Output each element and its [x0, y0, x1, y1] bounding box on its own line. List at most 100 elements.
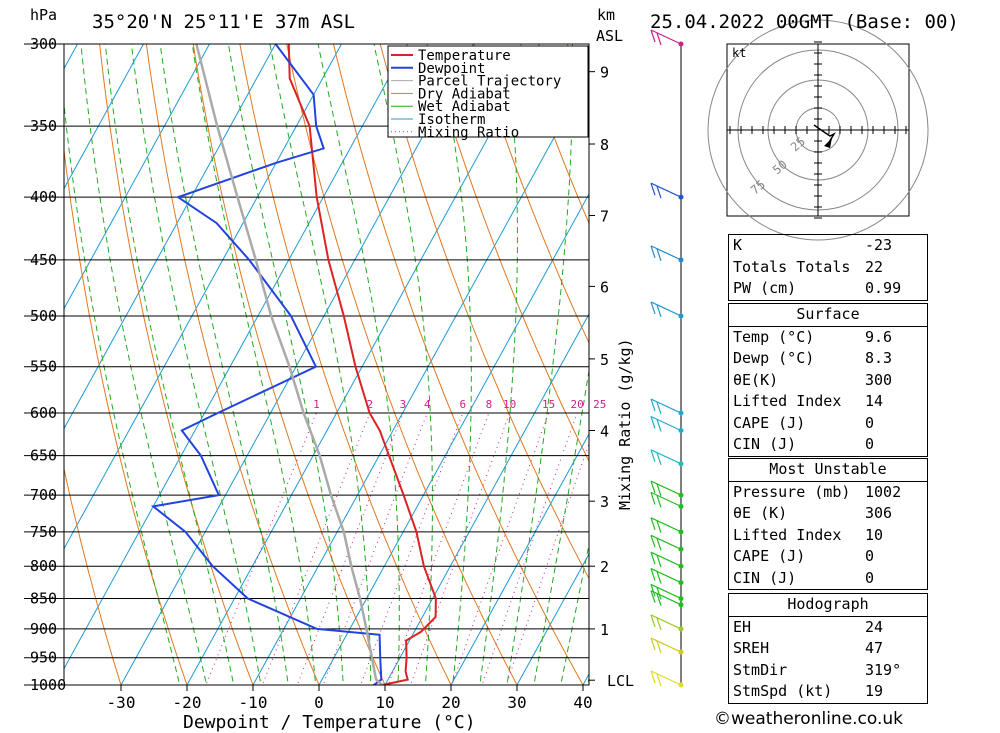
wet-adiabat-line — [373, 44, 433, 685]
dry-adiabat-line — [379, 44, 589, 580]
index-label: K — [733, 236, 743, 254]
wind-barb — [650, 551, 682, 567]
wind-barb-flag — [656, 520, 662, 534]
x-tick-label: 10 — [375, 693, 394, 712]
mixing-ratio-line — [481, 412, 578, 685]
wet-adiabat-line — [159, 44, 289, 685]
wind-barb-flag — [656, 185, 662, 199]
wind-barb-flag — [650, 29, 656, 43]
mixing-ratio-line — [387, 412, 490, 685]
wind-barb-flag — [656, 401, 662, 415]
hodograph-index-value: 319° — [865, 660, 902, 679]
wet-adiabat-line — [104, 44, 235, 685]
x-tick-label: 0 — [314, 693, 324, 712]
hodograph-ring — [707, 19, 929, 241]
index-value: 0.99 — [865, 279, 902, 297]
wind-level-dot — [678, 410, 684, 416]
hodograph-index-row: StmSpd (kt) 19 — [729, 681, 927, 703]
wind-barb-flag — [650, 552, 656, 565]
dry-adiabat-line — [945, 0, 1000, 711]
most-unstable-title: Most Unstable — [769, 460, 887, 478]
surface-row: Temp (°C) 9.6 — [729, 325, 927, 349]
wind-barb-flag — [656, 587, 662, 600]
most-unstable-value: 306 — [865, 504, 893, 522]
hodograph-index-label: EH — [733, 617, 752, 636]
surface-label: CIN (J) — [733, 435, 797, 453]
axes: 3003504004505005506006507007508008509009… — [30, 35, 634, 712]
pressure-tick-label: 400 — [30, 188, 57, 206]
wind-barb-flag — [650, 568, 656, 581]
wind-level-dot — [678, 503, 684, 509]
wind-barb-flag — [656, 538, 662, 551]
mixing-ratio-label: 1 — [313, 398, 320, 411]
pressure-tick-label: 1000 — [30, 676, 66, 694]
wind-barb — [650, 534, 682, 550]
index-value: 22 — [865, 257, 884, 276]
wet-adiabat-line — [533, 367, 589, 685]
legend-label: Wet Adiabat — [418, 99, 511, 115]
wind-level-dot — [678, 427, 684, 433]
background-lines — [64, 0, 1000, 711]
wind-level-dot — [678, 41, 684, 47]
storm-motion-marker — [824, 138, 832, 148]
km-tick-label: 7 — [600, 207, 609, 225]
temperature-curve — [287, 44, 437, 685]
wind-barb — [650, 590, 682, 606]
surface-row: Dewp (°C) 8.3 — [729, 348, 927, 370]
wind-barb-flag — [650, 517, 656, 531]
most-unstable-value: 0 — [865, 568, 875, 587]
wind-barb-flag — [656, 304, 662, 318]
hodograph-index-row: StmDir 319° — [729, 660, 927, 682]
pressure-tick-label: 700 — [30, 486, 57, 504]
wind-barb-flag — [650, 492, 656, 505]
wind-barb — [650, 637, 682, 653]
isotherm-line — [516, 553, 589, 685]
dry-adiabat-line — [520, 44, 589, 225]
copyright-link[interactable]: ©weatheronline.co.uk — [714, 709, 904, 729]
legend-box — [387, 45, 589, 138]
pressure-tick-label: 450 — [30, 251, 57, 269]
km-tick-label: 5 — [600, 351, 609, 369]
x-tick-label: 40 — [573, 693, 592, 712]
x-tick-label: 30 — [507, 693, 526, 712]
surface-label: CAPE (J) — [733, 413, 806, 432]
most-unstable-row: CIN (J) 0 — [729, 568, 927, 590]
surface-value: 0 — [865, 435, 875, 453]
wind-barb-flag — [650, 637, 656, 651]
most-unstable-value: 10 — [865, 525, 884, 544]
isotherm-line — [64, 44, 145, 190]
wind-barb-flag — [656, 673, 662, 687]
pressure-tick-label: 600 — [30, 404, 57, 422]
surface-row: Lifted Index 14 — [729, 391, 927, 413]
most-unstable-label: CIN (J) — [733, 568, 797, 587]
isotherm-line — [384, 313, 589, 685]
legend-label: Mixing Ratio — [418, 125, 519, 141]
hodograph-index-label: SREH — [733, 639, 770, 657]
wind-level-dot — [678, 682, 684, 688]
wet-adiabat-line — [506, 44, 574, 685]
indices-table-top: K -23 Totals Totals 22 PW (cm) 0.99 — [728, 234, 928, 301]
wind-barb-flag — [656, 452, 662, 465]
wind-barb — [650, 301, 682, 317]
parcel-trajectory-curve — [195, 44, 384, 685]
wind-barb-flag — [656, 555, 662, 568]
isotherm-line — [64, 44, 211, 310]
km-tick-label: 2 — [600, 558, 609, 576]
wet-adiabat-line — [191, 44, 317, 685]
location-title: 35°20'N 25°11'E 37m ASL — [92, 11, 355, 33]
hodograph-index-row: SREH 47 — [729, 638, 927, 660]
hodograph-index-value: 24 — [865, 617, 884, 636]
wind-barb-flag — [650, 398, 656, 412]
km-tick-label: 1 — [600, 621, 609, 639]
mixing-ratio-label: 8 — [486, 398, 493, 411]
wind-barb — [650, 614, 682, 630]
surface-value: 300 — [865, 370, 893, 389]
wind-level-dot — [678, 546, 684, 552]
hodograph-index-value: 19 — [865, 682, 884, 700]
wind-barb-flag — [650, 614, 656, 628]
x-tick-label: -10 — [239, 693, 268, 712]
wind-barb — [650, 670, 682, 686]
profile-curves — [150, 44, 437, 685]
mixing-ratio-axis-label: Mixing Ratio (g/kg) — [616, 338, 634, 510]
